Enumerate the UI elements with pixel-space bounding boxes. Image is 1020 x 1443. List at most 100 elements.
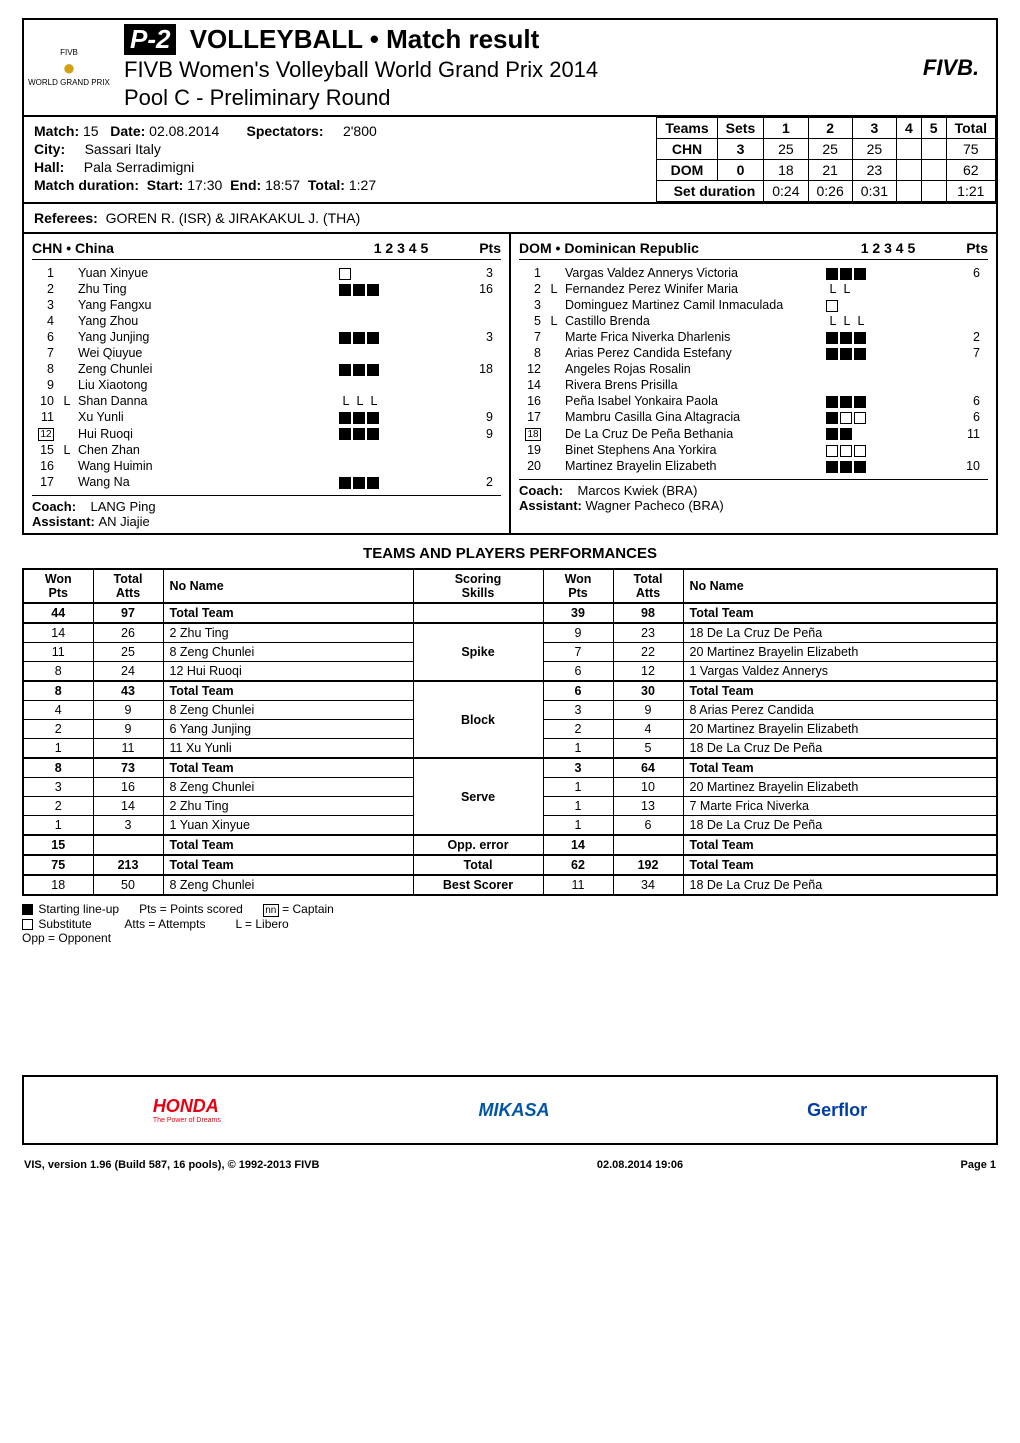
player-pts: 9	[459, 426, 499, 441]
player-libero	[547, 443, 561, 457]
player-pts	[459, 378, 499, 392]
sets-sets: 3	[717, 139, 764, 160]
referees-row: Referees: GOREN R. (ISR) & JIRAKAKUL J. …	[24, 202, 996, 234]
player-number: 16	[521, 394, 545, 408]
player-name: Chen Zhan	[76, 443, 335, 457]
team-sets-header: 1 2 3 4 5	[828, 240, 948, 256]
mark-libero: L	[840, 282, 854, 296]
mark-starting	[854, 348, 866, 360]
mark-starting	[339, 428, 351, 440]
city-label: City:	[34, 141, 65, 157]
perf-name-l: 11 Xu Yunli	[163, 739, 413, 759]
sets-s2: 21	[808, 160, 852, 181]
coach-name: LANG Ping	[91, 499, 156, 514]
team-a-box: CHN • China1 2 3 4 5Pts1Yuan Xinyue32Zhu…	[24, 234, 509, 533]
player-name: Peña Isabel Yonkaira Paola	[563, 394, 822, 408]
perf-row: 75213Total TeamTotal62192Total Team	[23, 855, 997, 875]
player-marks	[337, 314, 457, 328]
perf-won-r: 14	[543, 835, 613, 855]
mark-libero: L	[826, 282, 840, 296]
perf-name-l: Total Team	[163, 835, 413, 855]
footer-right: Page 1	[961, 1159, 996, 1171]
sponsor-mikasa: MIKASA	[465, 1096, 564, 1125]
perf-tot-l: 9	[93, 701, 163, 720]
player-marks	[337, 298, 457, 312]
sets-s5	[921, 160, 946, 181]
player-pts: 18	[459, 362, 499, 376]
end-value: 18:57	[265, 177, 300, 193]
player-name: Wang Huimin	[76, 459, 335, 473]
player-libero	[60, 282, 74, 296]
perf-won-l: 1	[23, 739, 93, 759]
player-name: Vargas Valdez Annerys Victoria	[563, 266, 822, 280]
player-name: Dominguez Martinez Camil Inmaculada	[563, 298, 822, 312]
player-marks	[824, 378, 944, 392]
hall-label: Hall:	[34, 159, 64, 175]
perf-skill: Best Scorer	[413, 875, 543, 895]
player-number: 8	[34, 362, 58, 376]
roster-row: 10LShan DannaLLL	[34, 394, 499, 408]
player-number: 5	[521, 314, 545, 328]
mark-substitute	[826, 300, 838, 312]
sets-team: CHN	[657, 139, 717, 160]
legend-captain-box: nn	[263, 904, 279, 917]
legend-atts: Atts = Attempts	[124, 917, 205, 931]
sets-dur-total: 1:21	[946, 181, 995, 202]
player-libero	[547, 362, 561, 376]
mark-libero: L	[339, 394, 353, 408]
player-libero	[60, 330, 74, 344]
player-name: Arias Perez Candida Estefany	[563, 346, 822, 360]
team-name: DOM • Dominican Republic	[519, 240, 828, 256]
player-number: 2	[34, 282, 58, 296]
sets-th: Sets	[717, 118, 764, 139]
mark-starting	[367, 428, 379, 440]
mark-starting	[339, 412, 351, 424]
perf-name-r: 20 Martinez Brayelin Elizabeth	[683, 643, 997, 662]
team-header: CHN • China1 2 3 4 5Pts	[32, 240, 501, 260]
perf-name-r: Total Team	[683, 835, 997, 855]
player-pts: 11	[946, 426, 986, 441]
perf-tot-l: 11	[93, 739, 163, 759]
player-pts: 7	[946, 346, 986, 360]
player-name: Rivera Brens Prisilla	[563, 378, 822, 392]
player-number: 17	[34, 475, 58, 489]
match-no: 15	[83, 123, 99, 139]
mark-starting	[339, 332, 351, 344]
perf-name-r: 7 Marte Frica Niverka	[683, 797, 997, 816]
player-marks	[824, 362, 944, 376]
player-number: 19	[521, 443, 545, 457]
player-pts	[459, 394, 499, 408]
perf-name-l: Total Team	[163, 855, 413, 875]
player-marks	[337, 330, 457, 344]
perf-name-r: 8 Arias Perez Candida	[683, 701, 997, 720]
mark-starting	[854, 268, 866, 280]
perf-won-l: 14	[23, 623, 93, 643]
player-marks	[337, 443, 457, 457]
perf-won-l: 8	[23, 662, 93, 682]
perf-name-l: Total Team	[163, 603, 413, 623]
start-value: 17:30	[187, 177, 222, 193]
perf-skill: Total	[413, 855, 543, 875]
player-libero	[60, 475, 74, 489]
sets-th: 2	[808, 118, 852, 139]
perf-tot-l: 3	[93, 816, 163, 836]
legend-sub-icon	[22, 919, 33, 930]
perf-th-name-l: No Name	[163, 569, 413, 603]
player-libero	[60, 266, 74, 280]
mark-substitute	[854, 412, 866, 424]
mark-starting	[367, 284, 379, 296]
roster-row: 7Marte Frica Niverka Dharlenis2	[521, 330, 986, 344]
perf-th-tot-r: TotalAtts	[613, 569, 683, 603]
sets-dur-1: 0:24	[764, 181, 808, 202]
player-libero	[547, 346, 561, 360]
perf-name-l: 2 Zhu Ting	[163, 623, 413, 643]
sets-th: 4	[897, 118, 922, 139]
roster-row: 2LFernandez Perez Winifer MariaLL	[521, 282, 986, 296]
perf-tot-l	[93, 835, 163, 855]
player-pts	[459, 346, 499, 360]
title-block: P-2 VOLLEYBALL • Match result FIVB Women…	[114, 20, 906, 115]
match-info-left: Match: 15 Date: 02.08.2014 Spectators: 2…	[24, 117, 656, 202]
player-pts	[946, 443, 986, 457]
mark-starting	[840, 348, 852, 360]
coach-name: Marcos Kwiek (BRA)	[578, 483, 698, 498]
